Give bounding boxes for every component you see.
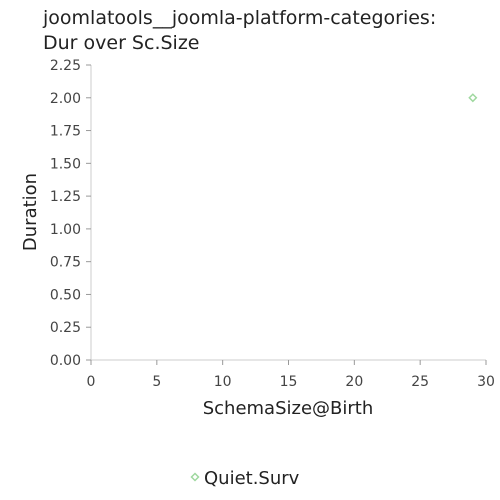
legend-marker xyxy=(190,472,200,482)
chart-title-line-2: Dur over Sc.Size xyxy=(43,32,200,54)
x-tick-label: 15 xyxy=(280,374,298,390)
x-tick-label: 25 xyxy=(411,374,429,390)
y-tick-label: 1.00 xyxy=(50,222,81,238)
x-tick-label: 30 xyxy=(477,374,495,390)
data-point xyxy=(468,93,478,103)
y-tick-label: 1.75 xyxy=(50,124,81,140)
x-axis: 0 5 10 15 20 25 30 xyxy=(87,359,495,390)
legend-label: Quiet.Surv xyxy=(204,468,300,489)
y-tick-label: 1.25 xyxy=(50,189,81,205)
y-tick-label: 0.75 xyxy=(50,255,81,271)
legend: Quiet.Surv xyxy=(190,468,300,489)
y-tick-label: 0.00 xyxy=(50,353,81,369)
x-axis-label: SchemaSize@Birth xyxy=(203,398,374,419)
x-tick-label: 5 xyxy=(152,374,161,390)
chart-title: joomlatools__joomla-platform-categories:… xyxy=(43,6,493,56)
y-axis: 0.00 0.25 0.50 0.75 1.00 1.25 1.50 1.75 2.00 2.25 xyxy=(50,58,92,369)
y-tick-label: 0.50 xyxy=(50,287,81,303)
y-axis-label: Duration xyxy=(20,173,41,251)
chart-title-line-1: joomlatools__joomla-platform-categories: xyxy=(43,7,437,29)
y-tick-label: 2.25 xyxy=(50,58,81,74)
y-tick-label: 0.25 xyxy=(50,320,81,336)
data-points xyxy=(468,93,478,103)
x-tick-label: 10 xyxy=(214,374,232,390)
y-tick-label: 1.50 xyxy=(50,156,81,172)
x-tick-label: 20 xyxy=(345,374,363,390)
x-tick-label: 0 xyxy=(87,374,96,390)
y-tick-label: 2.00 xyxy=(50,91,81,107)
